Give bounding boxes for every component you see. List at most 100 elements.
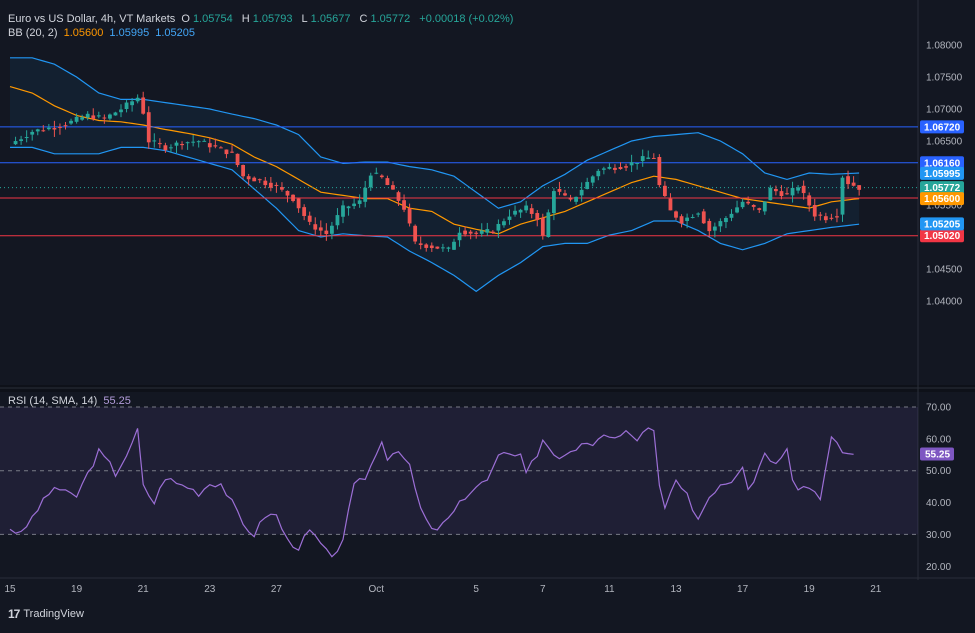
candle-body	[779, 191, 784, 197]
candle-body	[696, 213, 701, 215]
candle-body	[563, 193, 567, 196]
bb-upper-value: 1.05995	[109, 27, 150, 39]
candle-body	[757, 208, 762, 210]
time-tick-label: 27	[271, 584, 283, 595]
tradingview-brand[interactable]: 17 TradingView	[8, 607, 84, 621]
candle-body	[435, 246, 440, 249]
price-change: +0.00018 (+0.02%)	[419, 13, 514, 25]
candle-body	[207, 143, 212, 148]
bb-lower-value: 1.05205	[155, 27, 196, 39]
candle-body	[568, 197, 573, 200]
candle-body	[823, 216, 828, 221]
candle-body	[685, 217, 689, 221]
candle-body	[574, 196, 578, 202]
rsi-label: RSI (14, SMA, 14)	[8, 395, 98, 407]
candle-body	[180, 143, 184, 146]
candle-body	[63, 125, 68, 127]
candle-body	[263, 180, 268, 186]
candle-body	[712, 226, 717, 231]
candle-body	[313, 224, 318, 230]
time-tick-label: 21	[138, 584, 150, 595]
candle-body	[224, 149, 229, 155]
candle-body	[751, 205, 756, 207]
candle-body	[191, 141, 196, 143]
candle-body	[357, 200, 362, 204]
candle-body	[607, 166, 612, 169]
candle-body	[774, 189, 778, 192]
time-tick-label: 13	[670, 584, 682, 595]
candle-body	[646, 157, 651, 159]
rsi-tick-label: 40.00	[926, 498, 951, 509]
candle-body	[391, 185, 395, 190]
candle-body	[324, 230, 329, 235]
candle-body	[529, 208, 534, 214]
symbol-title: Euro vs US Dollar, 4h, VT Markets	[8, 13, 176, 25]
candle-body	[629, 162, 634, 166]
candle-body	[379, 175, 384, 178]
candle-body	[690, 216, 695, 218]
candle-body	[640, 156, 645, 162]
candle-body	[102, 117, 107, 119]
candle-body	[518, 209, 523, 213]
candle-body	[546, 212, 551, 237]
candle-body	[246, 176, 251, 180]
ohlc-high: H 1.05793	[241, 13, 293, 25]
rsi-tick-label: 60.00	[926, 434, 951, 445]
bb-label: BB (20, 2)	[8, 27, 58, 39]
candle-body	[724, 218, 728, 223]
candle-body	[468, 231, 473, 234]
candle-body	[618, 167, 623, 170]
price-tick-label: 1.04000	[926, 297, 963, 308]
price-label-box	[920, 120, 964, 134]
candle-body	[524, 205, 529, 211]
candle-body	[707, 221, 712, 232]
price-label-box	[920, 229, 964, 243]
bb-basis-value: 1.05600	[63, 27, 104, 39]
time-tick-label: 17	[737, 584, 749, 595]
candle-body	[385, 178, 390, 186]
rsi-tick-label: 20.00	[926, 562, 951, 573]
candle-body	[157, 143, 162, 145]
symbol-legend: Euro vs US Dollar, 4h, VT Markets O 1.057…	[8, 12, 516, 26]
candle-body	[330, 225, 334, 234]
candle-body	[52, 128, 57, 130]
candle-body	[318, 227, 323, 231]
candle-body	[335, 215, 340, 226]
tradingview-logo-icon: 17	[8, 607, 20, 621]
candle-body	[374, 172, 379, 174]
price-label-box	[920, 217, 964, 231]
time-tick-label: 21	[870, 584, 882, 595]
candle-body	[13, 141, 18, 145]
candle-body	[507, 216, 512, 220]
candle-body	[230, 151, 234, 153]
rsi-legend-value: 55.25	[103, 395, 131, 407]
candle-body	[407, 208, 412, 224]
candle-body	[579, 189, 584, 196]
candle-body	[446, 247, 451, 249]
candle-body	[196, 141, 201, 143]
price-label-box	[920, 166, 964, 180]
candle-body	[46, 127, 51, 130]
price-label-box	[920, 192, 964, 206]
candle-body	[80, 117, 85, 120]
candle-body	[596, 170, 601, 177]
candle-body	[585, 181, 590, 189]
time-tick-label: 5	[473, 584, 479, 595]
candle-body	[679, 216, 684, 224]
candle-body	[835, 216, 839, 218]
price-tick-label: 1.08000	[926, 41, 963, 52]
price-tick-label: 1.07000	[926, 105, 963, 116]
candle-body	[202, 140, 207, 142]
candle-body	[651, 157, 656, 159]
candle-body	[296, 198, 301, 209]
candle-body	[30, 131, 35, 135]
candle-body	[291, 194, 295, 202]
candle-body	[557, 189, 562, 192]
candle-body	[674, 211, 678, 218]
candle-body	[346, 206, 351, 209]
candle-body	[274, 184, 279, 186]
candle-body	[496, 223, 501, 231]
candle-body	[285, 190, 290, 196]
